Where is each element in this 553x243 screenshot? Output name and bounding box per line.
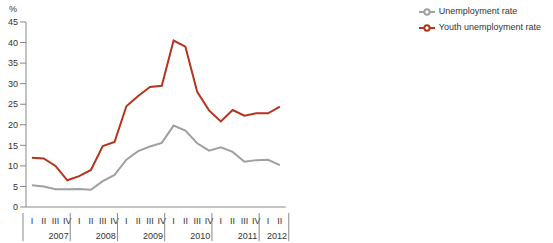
svg-text:IV: IV [157, 216, 166, 226]
svg-text:IV: IV [110, 216, 119, 226]
svg-text:I: I [125, 216, 128, 226]
svg-text:II: II [41, 216, 46, 226]
svg-text:I: I [267, 216, 270, 226]
svg-text:III: III [146, 216, 154, 226]
svg-text:II: II [136, 216, 141, 226]
svg-text:40: 40 [8, 38, 18, 48]
svg-text:I: I [78, 216, 81, 226]
svg-text:%: % [9, 4, 17, 14]
svg-text:5: 5 [13, 182, 18, 192]
svg-text:2012: 2012 [267, 231, 287, 241]
svg-text:III: III [99, 216, 107, 226]
svg-text:20: 20 [8, 120, 18, 130]
svg-text:2011: 2011 [238, 231, 257, 241]
svg-text:IV: IV [63, 216, 72, 226]
svg-text:10: 10 [8, 161, 18, 171]
html-text:Youth unemployment rate: Youth unemployment rate [438, 22, 541, 33]
svg-text:II: II [88, 216, 93, 226]
svg-text:30: 30 [8, 79, 18, 89]
svg-text:II: II [183, 216, 188, 226]
svg-text:I: I [31, 216, 34, 226]
svg-text:2010: 2010 [190, 231, 210, 241]
svg-text:35: 35 [8, 58, 18, 68]
svg-text:II: II [277, 216, 282, 226]
svg-text:2008: 2008 [96, 231, 116, 241]
svg-text:IV: IV [204, 216, 214, 226]
svg-text:2009: 2009 [143, 231, 163, 241]
svg-text:III: III [52, 216, 60, 226]
html-text:Unemployment rate: Unemployment rate [438, 6, 518, 17]
svg-text:III: III [193, 216, 201, 226]
svg-text:III: III [241, 216, 249, 226]
svg-text:15: 15 [8, 141, 18, 151]
svg-text:25: 25 [8, 99, 18, 109]
svg-text:I: I [172, 216, 175, 226]
svg-text:0: 0 [13, 202, 18, 212]
svg-text:I: I [220, 216, 223, 226]
svg-text:45: 45 [8, 17, 18, 27]
svg-text:IV: IV [252, 216, 261, 226]
svg-text:II: II [230, 216, 235, 226]
svg-text:2007: 2007 [49, 231, 69, 241]
